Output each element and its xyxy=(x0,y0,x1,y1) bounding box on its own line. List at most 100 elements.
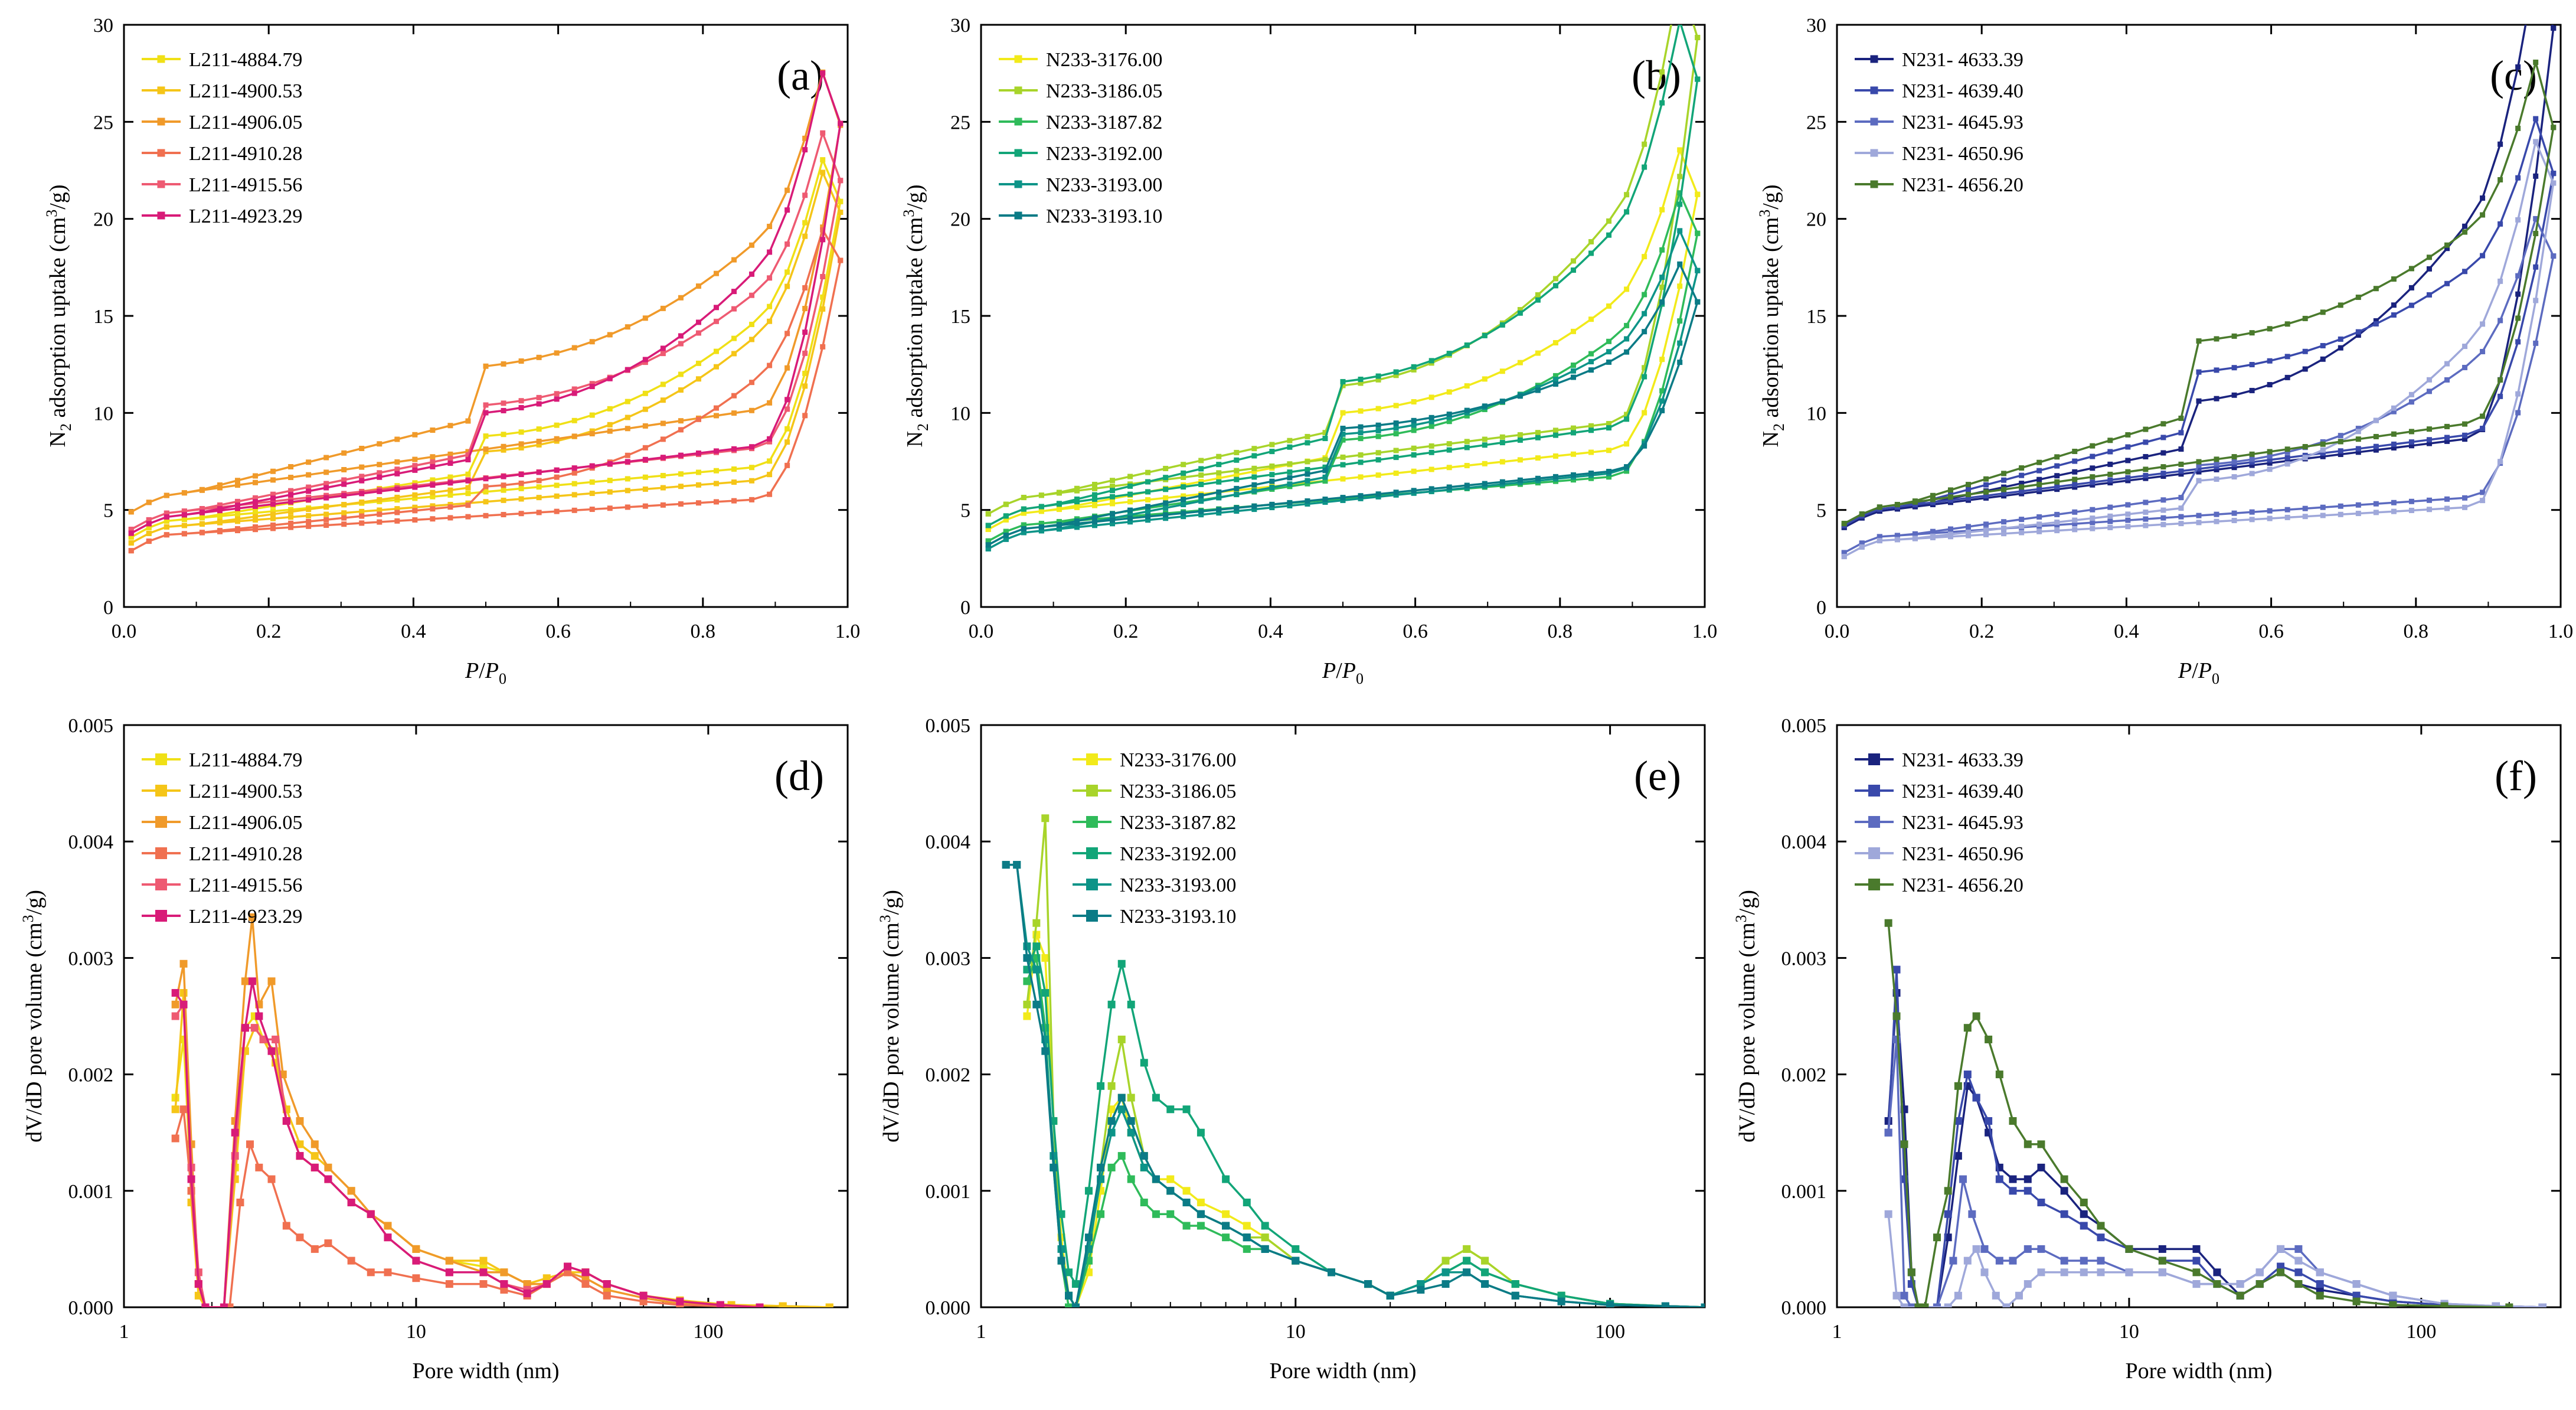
data-point xyxy=(2249,471,2255,476)
data-point xyxy=(1428,486,1434,492)
data-point xyxy=(731,306,737,312)
data-point xyxy=(1340,497,1346,503)
data-point xyxy=(181,523,187,528)
data-point xyxy=(2023,1245,2032,1253)
data-point xyxy=(310,1152,319,1160)
data-point xyxy=(2426,266,2432,272)
data-point xyxy=(1032,1000,1041,1008)
x-tick-label: 0.4 xyxy=(2114,621,2139,642)
data-point xyxy=(1234,476,1240,482)
data-point xyxy=(695,469,701,475)
data-point xyxy=(625,426,630,432)
data-point xyxy=(445,1280,453,1288)
data-point xyxy=(483,476,489,482)
data-point xyxy=(501,482,506,488)
data-point xyxy=(2236,1280,2244,1288)
data-point xyxy=(1464,413,1470,419)
data-point xyxy=(2284,507,2290,513)
data-point xyxy=(678,387,684,393)
data-point xyxy=(1954,1082,1962,1090)
data-point xyxy=(1517,457,1523,463)
data-point xyxy=(323,504,329,510)
data-point xyxy=(1292,1245,1300,1253)
legend-label: N231- 4633.39 xyxy=(1902,49,2023,71)
data-point xyxy=(2249,451,2255,457)
data-point xyxy=(2284,458,2290,464)
data-point xyxy=(1021,495,1027,501)
data-point xyxy=(1606,338,1612,344)
data-point xyxy=(2036,486,2042,492)
data-point xyxy=(1182,1105,1191,1114)
data-point xyxy=(2001,471,2007,476)
data-point xyxy=(2426,497,2432,503)
x-tick-label: 0.2 xyxy=(256,621,282,642)
data-point xyxy=(603,1291,611,1300)
series-4 xyxy=(128,227,844,554)
data-point xyxy=(554,474,560,480)
data-point xyxy=(695,319,701,325)
y-tick-label: 25 xyxy=(950,112,970,133)
data-point xyxy=(1535,430,1541,436)
data-point xyxy=(2338,439,2343,445)
y-tick-label: 0.000 xyxy=(68,1297,114,1319)
data-point xyxy=(146,538,152,544)
data-point xyxy=(1499,322,1505,328)
data-point xyxy=(2373,417,2379,423)
legend-label: N233-3187.82 xyxy=(1046,112,1162,133)
data-point xyxy=(1535,384,1541,390)
data-point xyxy=(1588,475,1594,481)
data-point xyxy=(272,1035,280,1043)
data-point xyxy=(838,210,844,216)
data-point xyxy=(1482,436,1488,442)
data-point xyxy=(1038,492,1044,498)
data-point xyxy=(234,511,240,517)
data-point xyxy=(1198,508,1204,514)
y-tick-label: 0.003 xyxy=(1781,948,1827,970)
data-point xyxy=(1269,472,1275,478)
data-point xyxy=(1375,433,1381,439)
x-tick-label: 10 xyxy=(1286,1321,1306,1343)
data-point xyxy=(1091,499,1097,505)
data-point xyxy=(2533,59,2539,65)
data-point xyxy=(678,484,684,489)
data-point xyxy=(2444,361,2450,367)
data-point xyxy=(2158,1245,2166,1253)
data-point xyxy=(128,548,134,554)
y-tick-label: 0 xyxy=(1816,597,1826,619)
data-point xyxy=(2408,439,2414,445)
data-point xyxy=(2480,489,2486,495)
data-point xyxy=(2355,436,2361,442)
legend-marker xyxy=(155,785,167,797)
data-point xyxy=(2284,374,2290,380)
data-point xyxy=(483,489,489,495)
data-point xyxy=(181,512,187,518)
data-point xyxy=(523,1289,531,1297)
series-1 xyxy=(171,1012,833,1307)
data-point xyxy=(199,487,205,492)
x-axis-title-p: P xyxy=(1322,658,1336,683)
data-point xyxy=(500,1268,508,1277)
data-point xyxy=(1428,466,1434,472)
data-point xyxy=(236,1199,244,1207)
data-point xyxy=(2023,1187,2032,1195)
data-point xyxy=(1261,1233,1269,1242)
data-point xyxy=(1642,164,1647,170)
y-tick-label: 0.001 xyxy=(68,1181,114,1203)
data-point xyxy=(1091,523,1097,528)
legend-label: N231- 4633.39 xyxy=(1902,749,2023,771)
data-point xyxy=(2036,459,2042,465)
legend-marker xyxy=(1014,211,1022,220)
data-point xyxy=(2462,229,2468,235)
data-point xyxy=(1163,512,1169,518)
x-tick-label: 0.6 xyxy=(2258,621,2284,642)
data-point xyxy=(2373,286,2379,292)
legend-marker xyxy=(1086,816,1098,828)
data-point xyxy=(1163,495,1169,501)
data-point xyxy=(2125,432,2131,438)
data-point xyxy=(589,430,595,436)
data-point xyxy=(1428,443,1434,449)
legend-marker xyxy=(157,211,165,220)
data-point xyxy=(536,484,542,490)
data-point xyxy=(1127,515,1133,521)
data-point xyxy=(2267,508,2273,514)
